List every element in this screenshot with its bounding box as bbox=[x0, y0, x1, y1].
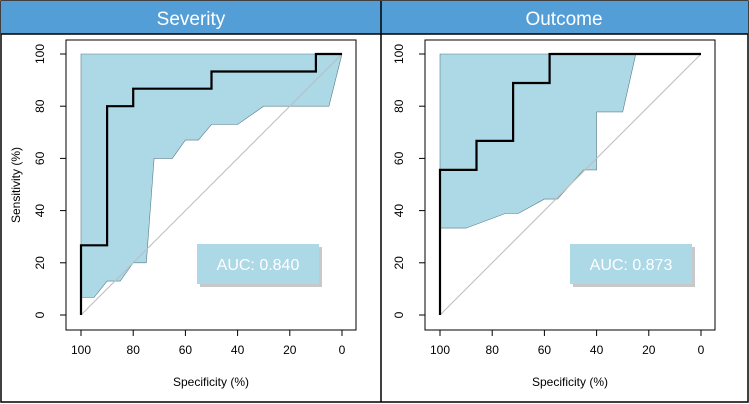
y-tick-label: 60 bbox=[392, 151, 406, 165]
panel-header-severity bbox=[1, 1, 381, 34]
plot-box bbox=[424, 39, 716, 331]
roc-plot-outcome: 100 80 60 40 20 0 0 20 40 60 80 100 Specificity (%) A… bbox=[392, 39, 716, 389]
y-tick-label: 80 bbox=[33, 99, 47, 113]
x-tick-label: 100 bbox=[71, 343, 91, 357]
x-axis-label: Specificity (%) bbox=[532, 375, 608, 389]
x-tick-label: 20 bbox=[642, 343, 656, 357]
plot-box bbox=[65, 39, 357, 331]
roc-plot-severity: 100 80 60 40 20 0 0 20 40 60 80 100 Specificity (%) S… bbox=[9, 39, 357, 389]
y-tick-label: 60 bbox=[33, 151, 47, 165]
x-tick-label: 0 bbox=[698, 343, 705, 357]
ci-band bbox=[80, 53, 343, 298]
x-tick-label: 60 bbox=[179, 343, 193, 357]
x-tick-label: 80 bbox=[486, 343, 500, 357]
y-tick-label: 40 bbox=[392, 204, 406, 218]
y-tick-label: 0 bbox=[33, 311, 47, 318]
chance-diagonal bbox=[80, 53, 343, 316]
panel-title-severity: Severity bbox=[157, 9, 226, 30]
x-tick-label: 40 bbox=[231, 343, 245, 357]
roc-curve bbox=[79, 52, 342, 315]
y-tick-label: 20 bbox=[392, 256, 406, 270]
panel-title-outcome: Outcome bbox=[525, 9, 602, 30]
x-tick-label: 40 bbox=[590, 343, 604, 357]
panel-header-outcome bbox=[381, 1, 748, 34]
x-axis-label: Specificity (%) bbox=[173, 375, 249, 389]
auc-box bbox=[197, 244, 319, 284]
auc-box bbox=[570, 244, 692, 284]
roc-curve bbox=[438, 52, 701, 315]
x-tick-label: 100 bbox=[430, 343, 450, 357]
y-tick-label: 40 bbox=[33, 204, 47, 218]
x-tick-label: 20 bbox=[283, 343, 297, 357]
y-tick-label: 100 bbox=[392, 44, 406, 64]
auc-label: AUC: 0.840 bbox=[217, 257, 300, 274]
auc-label: AUC: 0.873 bbox=[590, 257, 673, 274]
x-tick-label: 0 bbox=[339, 343, 346, 357]
y-axis-label: Sensitivity (%) bbox=[9, 147, 23, 223]
y-tick-label: 80 bbox=[392, 99, 406, 113]
chance-diagonal bbox=[439, 53, 702, 316]
y-tick-label: 20 bbox=[33, 256, 47, 270]
y-tick-label: 100 bbox=[33, 44, 47, 64]
x-tick-label: 60 bbox=[538, 343, 552, 357]
x-tick-label: 80 bbox=[127, 343, 141, 357]
y-tick-label: 0 bbox=[392, 311, 406, 318]
